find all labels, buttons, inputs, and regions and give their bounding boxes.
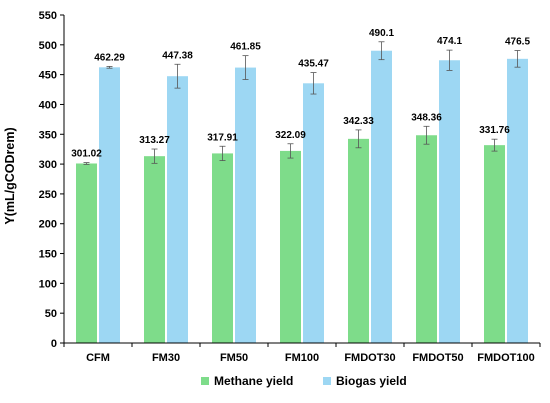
bar-methane bbox=[280, 150, 301, 343]
category-label: FM100 bbox=[285, 352, 319, 364]
y-tick-label: 150 bbox=[39, 249, 57, 261]
y-tick-label: 50 bbox=[45, 308, 57, 320]
bar-biogas bbox=[439, 60, 460, 343]
y-tick-label: 0 bbox=[51, 338, 57, 350]
category-label: FM30 bbox=[152, 352, 180, 364]
y-tick-label: 200 bbox=[39, 219, 57, 231]
data-label-biogas: 435.47 bbox=[298, 59, 329, 70]
data-label-methane: 331.76 bbox=[479, 125, 510, 136]
bars-layer bbox=[76, 50, 528, 344]
legend-swatch-methane bbox=[201, 377, 209, 385]
y-tick-label: 100 bbox=[39, 278, 57, 290]
y-tick-label: 450 bbox=[39, 70, 57, 82]
data-label-biogas: 447.38 bbox=[162, 50, 193, 61]
bar-methane bbox=[484, 145, 505, 343]
bar-biogas bbox=[303, 83, 324, 344]
legend-label-biogas: Biogas yield bbox=[336, 374, 407, 388]
category-label: FMDOT50 bbox=[412, 352, 463, 364]
y-axis-label: Y(mL/gCODrem) bbox=[3, 127, 17, 224]
data-label-methane: 317.91 bbox=[207, 132, 238, 143]
bar-biogas bbox=[371, 50, 392, 344]
bar-methane bbox=[144, 156, 165, 343]
bar-biogas bbox=[507, 58, 528, 343]
data-label-methane: 301.02 bbox=[71, 149, 102, 160]
bar-biogas bbox=[167, 76, 188, 343]
y-tick-label: 300 bbox=[39, 159, 57, 171]
data-label-biogas: 490.1 bbox=[369, 28, 394, 39]
data-label-biogas: 462.29 bbox=[94, 52, 125, 63]
category-label: CFM bbox=[86, 352, 110, 364]
y-tick-label: 250 bbox=[39, 189, 57, 201]
data-label-biogas: 461.85 bbox=[230, 42, 261, 53]
axes-layer bbox=[63, 15, 540, 344]
data-labels-layer: 301.02 462.29 313.27 447.38 317.91 461.85 322.… bbox=[71, 28, 530, 160]
error-bars-layer bbox=[83, 41, 521, 165]
category-label: FMDOT30 bbox=[344, 352, 395, 364]
legend-label-methane: Methane yield bbox=[214, 374, 293, 388]
category-label: FM50 bbox=[220, 352, 248, 364]
legend: Methane yield Biogas yield bbox=[201, 374, 407, 388]
data-label-methane: 342.33 bbox=[343, 116, 374, 127]
category-label: FMDOT100 bbox=[477, 352, 534, 364]
bar-biogas bbox=[235, 67, 256, 343]
bar-methane bbox=[348, 138, 369, 343]
data-label-methane: 313.27 bbox=[139, 135, 170, 146]
data-label-methane: 348.36 bbox=[411, 112, 442, 123]
y-tick-label: 350 bbox=[39, 129, 57, 141]
bar-methane bbox=[416, 135, 437, 343]
bar-biogas bbox=[99, 67, 120, 343]
bar-methane bbox=[212, 153, 233, 343]
data-label-biogas: 476.5 bbox=[505, 36, 530, 47]
y-ticks-layer: 0 50 100 150 200 250 300 350 400 450 500 550 bbox=[39, 10, 541, 350]
y-tick-label: 550 bbox=[39, 10, 57, 22]
category-labels-layer: CFM FM30 FM50 FM100 FMDOT30 FMDOT50 FMDOT100 bbox=[86, 352, 535, 364]
y-tick-label: 400 bbox=[39, 99, 57, 111]
legend-swatch-biogas bbox=[323, 377, 331, 385]
bar-methane bbox=[76, 163, 97, 343]
data-label-methane: 322.09 bbox=[275, 130, 306, 141]
data-label-biogas: 474.1 bbox=[437, 36, 462, 47]
y-tick-label: 500 bbox=[39, 40, 57, 52]
